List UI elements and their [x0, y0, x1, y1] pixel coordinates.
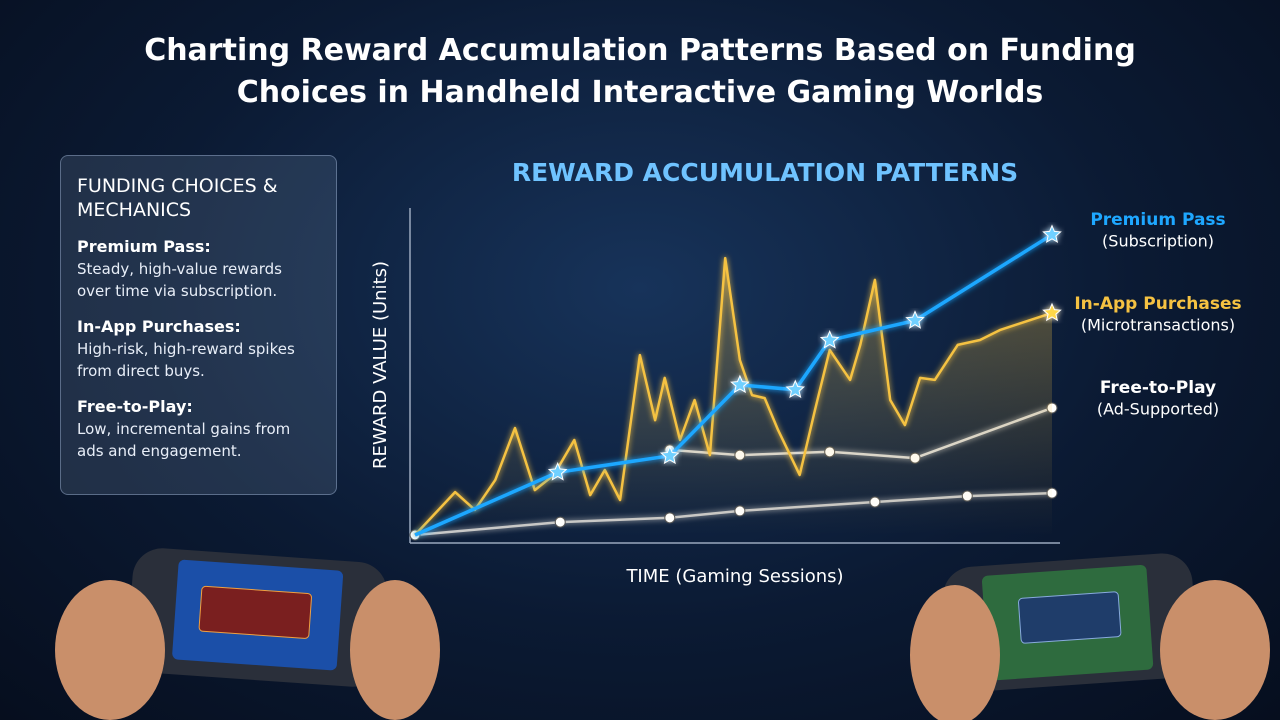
legend-sublabel: (Microtransactions) — [1081, 316, 1235, 335]
star-marker — [547, 462, 568, 481]
area-fill — [415, 258, 1052, 535]
item-title: In-App Purchases: — [77, 317, 241, 336]
star-marker — [1042, 302, 1062, 322]
series-line — [414, 233, 1053, 537]
info-panel: FUNDING CHOICES & MECHANICS Premium Pass… — [60, 155, 337, 495]
legend-label: In-App Purchases — [1074, 294, 1241, 314]
item-text: High-risk, high-reward spikes from direc… — [77, 340, 295, 380]
item-title: Premium Pass: — [77, 237, 211, 256]
item-title: Free-to-Play: — [77, 397, 193, 416]
star-marker — [1042, 224, 1062, 244]
panel-item: In-App Purchases: High-risk, high-reward … — [77, 316, 320, 382]
star-marker — [659, 445, 680, 465]
handheld-right — [910, 553, 1270, 720]
chart-title: REWARD ACCUMULATION PATTERNS — [512, 158, 1018, 187]
legend-label: Premium Pass — [1090, 210, 1225, 230]
item-text: Low, incremental gains from ads and enga… — [77, 420, 291, 460]
star-marker — [730, 374, 750, 394]
panel-item: Premium Pass: Steady, high-value rewards … — [77, 236, 320, 302]
series-line — [414, 256, 1053, 536]
legend-sublabel: (Subscription) — [1102, 232, 1214, 251]
star-marker — [905, 310, 925, 329]
item-text: Steady, high-value rewards over time via… — [77, 260, 282, 300]
panel-heading: FUNDING CHOICES & MECHANICS — [77, 175, 278, 221]
star-marker — [785, 379, 806, 399]
star-marker — [819, 330, 840, 349]
x-axis-label: TIME (Gaming Sessions) — [625, 566, 843, 587]
y-axis-label: REWARD VALUE (Units) — [370, 261, 391, 469]
panel-item: Free-to-Play: Low, incremental gains from… — [77, 396, 320, 462]
legend-sublabel: (Ad-Supported) — [1097, 400, 1219, 419]
legend-label: Free-to-Play — [1100, 378, 1216, 398]
handheld-left — [55, 548, 440, 720]
page-title: Charting Reward Accumulation Patterns Ba… — [144, 33, 1136, 110]
